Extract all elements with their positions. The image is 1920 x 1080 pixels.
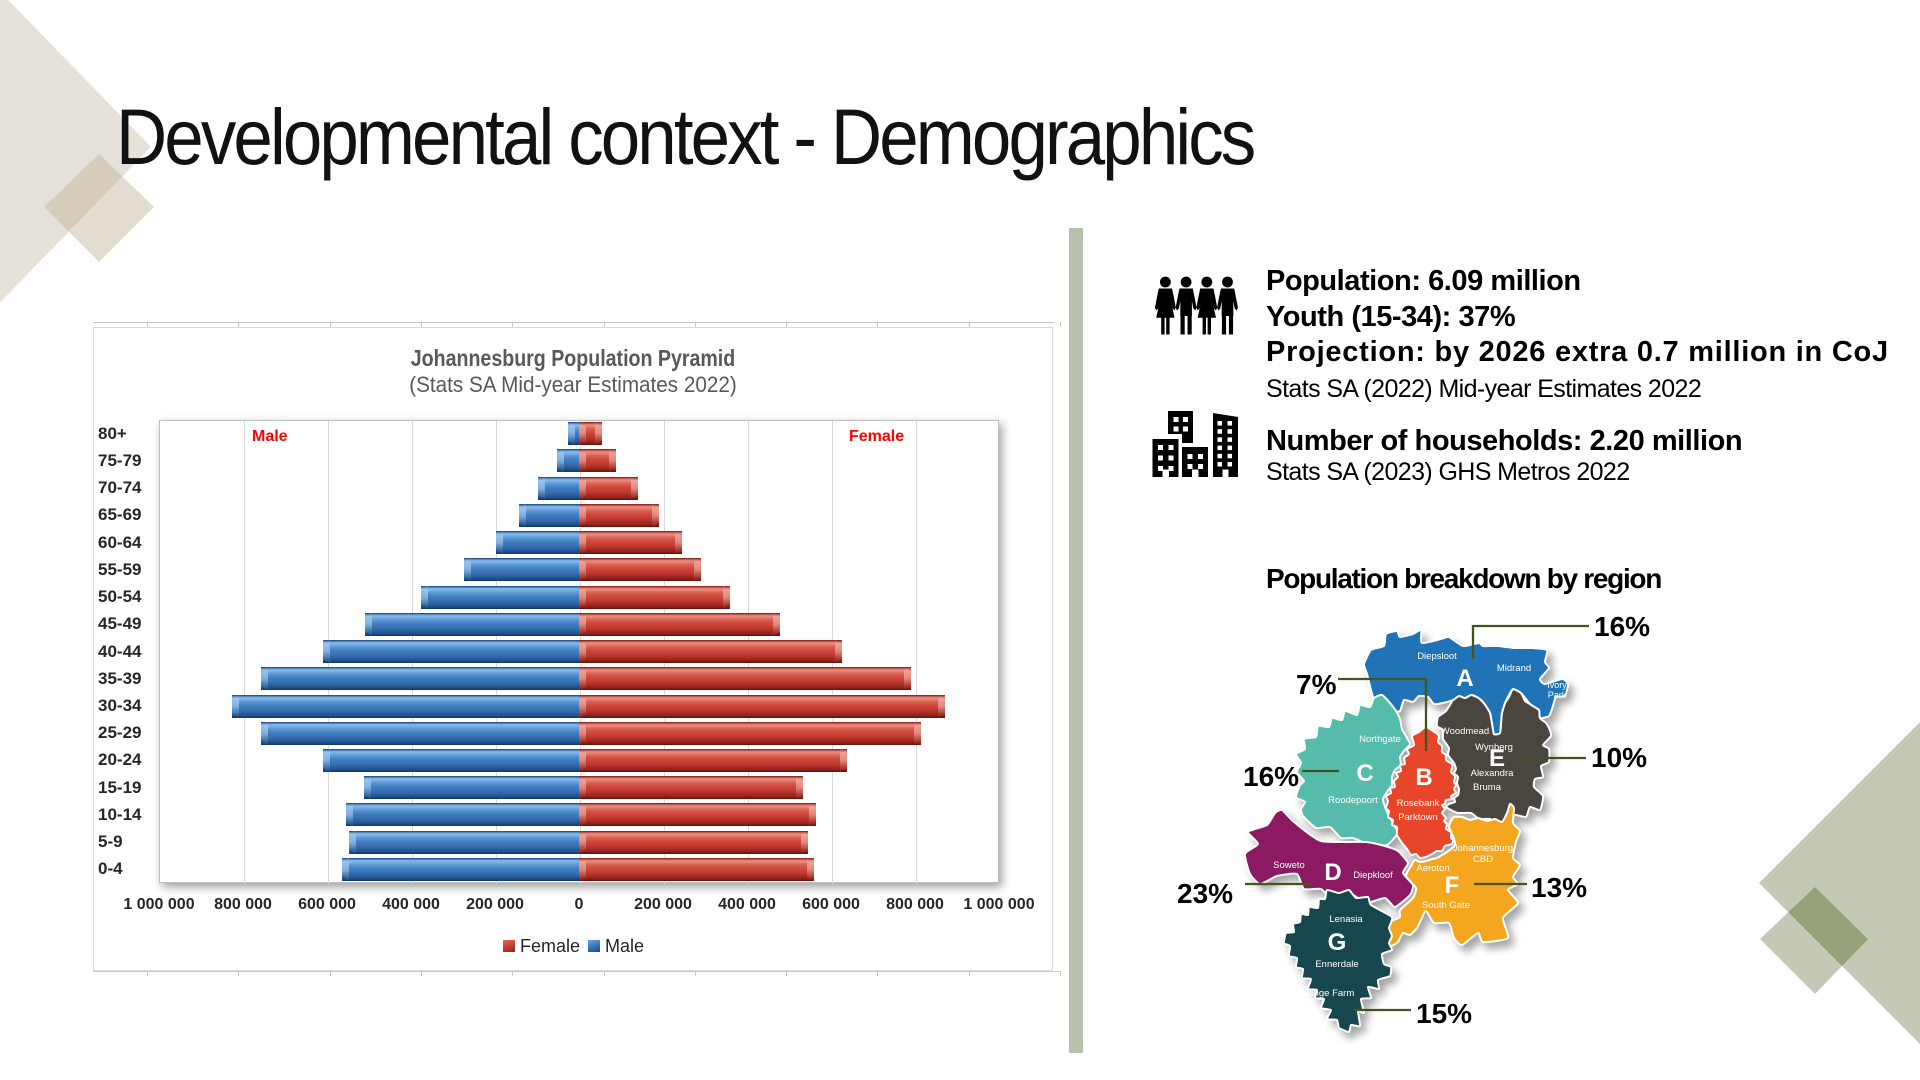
svg-text:Aeroton: Aeroton <box>1416 863 1449 874</box>
svg-text:Northgate: Northgate <box>1359 734 1401 745</box>
svg-text:Lenasia: Lenasia <box>1329 914 1363 925</box>
svg-text:Alexandra: Alexandra <box>1471 768 1514 779</box>
svg-text:Ennerdale: Ennerdale <box>1315 959 1358 970</box>
svg-text:D: D <box>1324 859 1341 886</box>
svg-text:G: G <box>1328 929 1347 956</box>
svg-text:CBD: CBD <box>1473 854 1493 865</box>
svg-text:South Gate: South Gate <box>1422 900 1470 911</box>
svg-text:Wynberg: Wynberg <box>1475 742 1513 753</box>
svg-text:E: E <box>1489 745 1505 772</box>
svg-text:Diepkloof: Diepkloof <box>1353 870 1393 881</box>
svg-text:Orange Farm: Orange Farm <box>1298 988 1355 999</box>
svg-text:Parktown: Parktown <box>1398 812 1438 823</box>
svg-text:Soweto: Soweto <box>1273 860 1305 871</box>
svg-text:A: A <box>1456 665 1473 692</box>
svg-text:Woodmead: Woodmead <box>1441 726 1489 737</box>
svg-text:Bruma: Bruma <box>1473 782 1502 793</box>
svg-text:B: B <box>1415 764 1432 791</box>
svg-text:Johannesburg: Johannesburg <box>1453 843 1513 854</box>
svg-text:C: C <box>1356 760 1373 787</box>
svg-text:Ivory: Ivory <box>1547 680 1567 690</box>
svg-text:Diepsloot: Diepsloot <box>1417 651 1457 662</box>
svg-text:Park: Park <box>1548 690 1567 700</box>
svg-text:F: F <box>1445 872 1460 899</box>
svg-text:Roodepoort: Roodepoort <box>1328 795 1378 806</box>
svg-text:Rosebank: Rosebank <box>1397 798 1440 809</box>
svg-text:Midrand: Midrand <box>1497 663 1531 674</box>
